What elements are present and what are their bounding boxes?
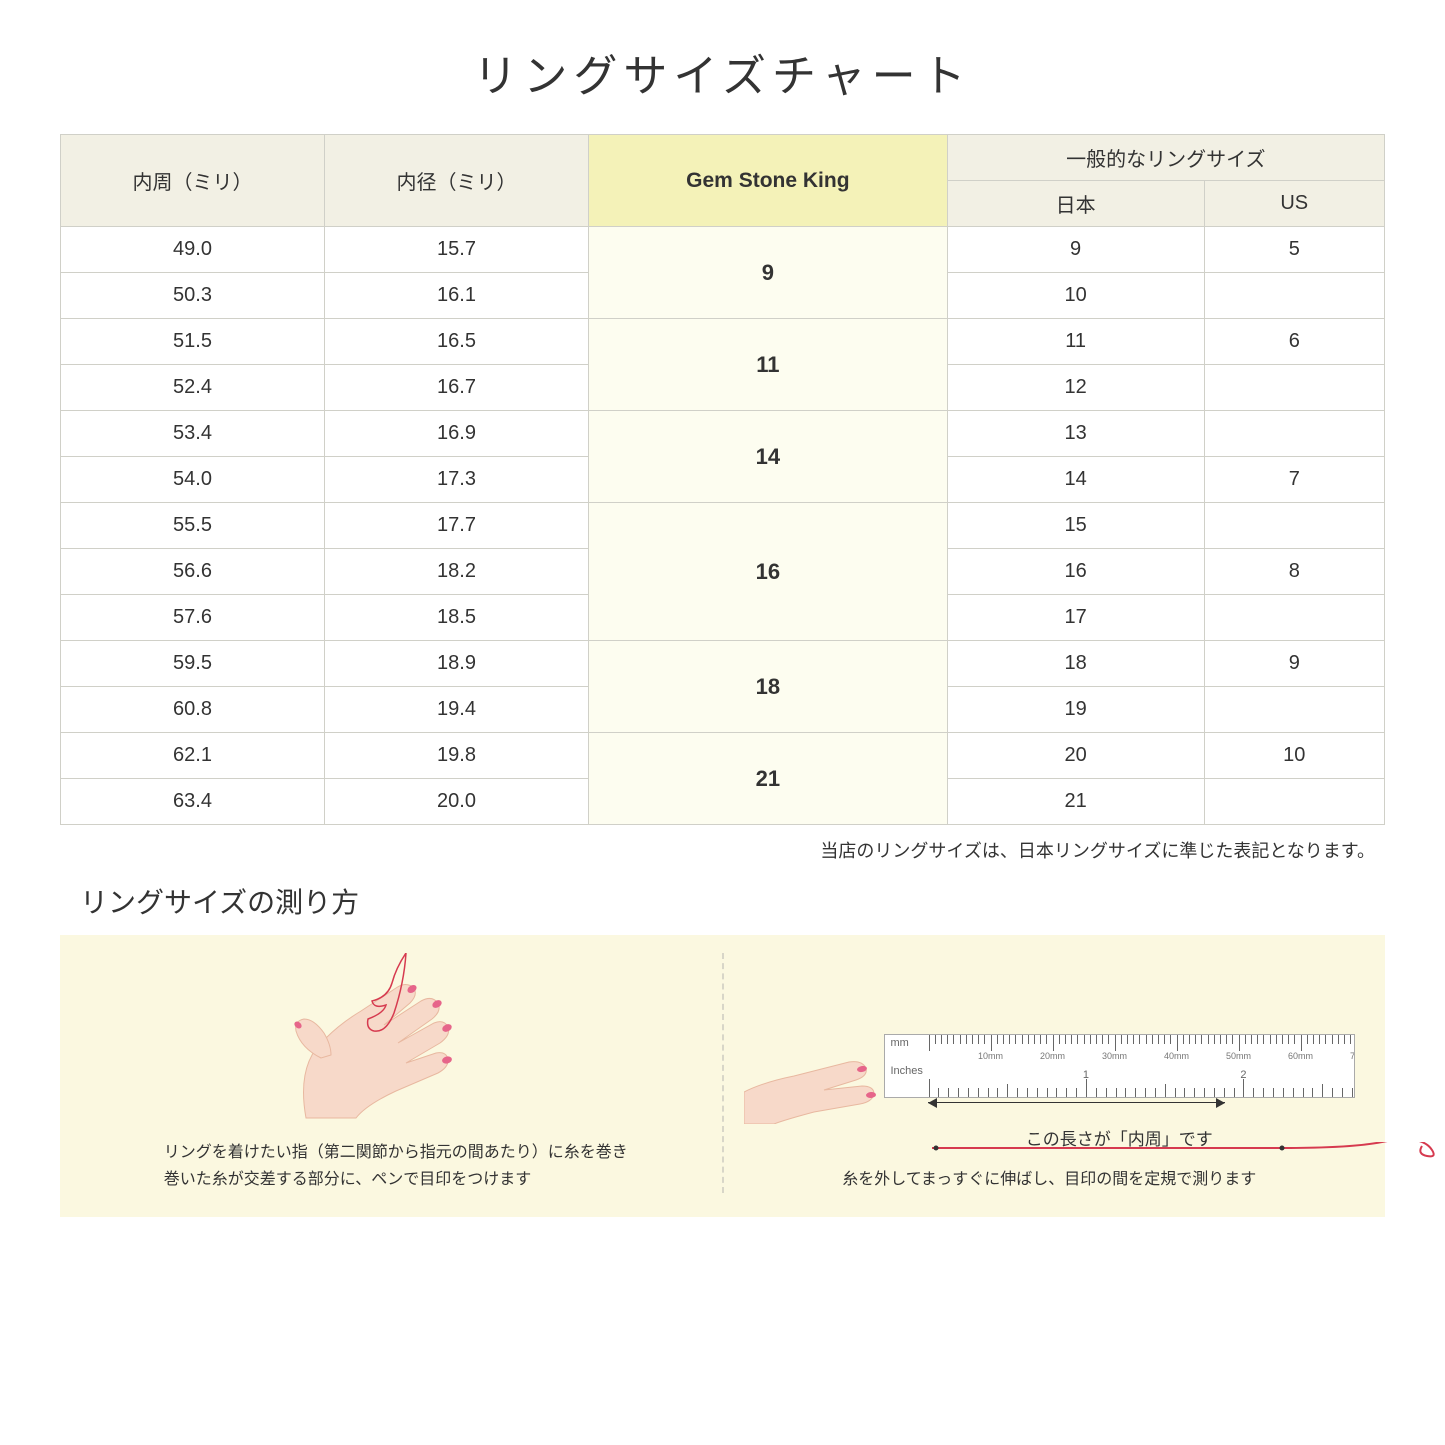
cell-circ: 60.8 <box>61 687 325 733</box>
cell-us <box>1204 411 1384 457</box>
ring-size-table: 内周（ミリ） 内径（ミリ） Gem Stone King 一般的なリングサイズ … <box>60 134 1385 825</box>
cell-jp: 13 <box>947 411 1204 457</box>
howto-right: mm Inches 10mm20mm30mm40mm50mm60mm70mm 1… <box>744 1034 1356 1193</box>
cell-circ: 55.5 <box>61 503 325 549</box>
instr-left: リングを着けたい指（第二関節から指元の間あたり）に糸を巻き 巻いた糸が交差する部… <box>164 1139 628 1193</box>
table-row: 49.015.7995 <box>61 227 1385 273</box>
cell-jp: 9 <box>947 227 1204 273</box>
table-row: 62.119.8212010 <box>61 733 1385 779</box>
cell-us: 10 <box>1204 733 1384 779</box>
th-diameter: 内径（ミリ） <box>325 135 589 227</box>
cell-dia: 16.5 <box>325 319 589 365</box>
hand-wrap-illustration <box>266 953 526 1123</box>
cell-jp: 18 <box>947 641 1204 687</box>
cell-jp: 19 <box>947 687 1204 733</box>
cell-dia: 17.3 <box>325 457 589 503</box>
cell-us: 5 <box>1204 227 1384 273</box>
thread-line <box>932 1142 1445 1158</box>
cell-dia: 18.9 <box>325 641 589 687</box>
cell-circ: 63.4 <box>61 779 325 825</box>
cell-jp: 16 <box>947 549 1204 595</box>
cell-dia: 16.7 <box>325 365 589 411</box>
cell-dia: 20.0 <box>325 779 589 825</box>
th-general: 一般的なリングサイズ <box>947 135 1384 181</box>
cell-circ: 52.4 <box>61 365 325 411</box>
cell-us <box>1204 687 1384 733</box>
howto-left: リングを着けたい指（第二関節から指元の間あたり）に糸を巻き 巻いた糸が交差する部… <box>90 953 702 1193</box>
cell-dia: 16.1 <box>325 273 589 319</box>
hand-measure-illustration <box>744 1034 894 1124</box>
cell-us <box>1204 595 1384 641</box>
howto-panel: リングを着けたい指（第二関節から指元の間あたり）に糸を巻き 巻いた糸が交差する部… <box>60 935 1385 1217</box>
cell-circ: 57.6 <box>61 595 325 641</box>
instr-right: 糸を外してまっすぐに伸ばし、目印の間を定規で測ります <box>842 1166 1256 1193</box>
table-row: 55.517.71615 <box>61 503 1385 549</box>
th-circumference: 内周（ミリ） <box>61 135 325 227</box>
th-us: US <box>1204 181 1384 227</box>
cell-jp: 14 <box>947 457 1204 503</box>
cell-us: 6 <box>1204 319 1384 365</box>
cell-circ: 59.5 <box>61 641 325 687</box>
cell-dia: 18.2 <box>325 549 589 595</box>
cell-gsk: 21 <box>589 733 948 825</box>
cell-circ: 54.0 <box>61 457 325 503</box>
th-gemstone: Gem Stone King <box>589 135 948 227</box>
cell-us <box>1204 365 1384 411</box>
howto-divider <box>722 953 724 1193</box>
th-japan: 日本 <box>947 181 1204 227</box>
ruler-illustration: mm Inches 10mm20mm30mm40mm50mm60mm70mm 1… <box>884 1034 1356 1098</box>
cell-circ: 49.0 <box>61 227 325 273</box>
table-row: 51.516.511116 <box>61 319 1385 365</box>
cell-jp: 15 <box>947 503 1204 549</box>
table-row: 59.518.918189 <box>61 641 1385 687</box>
cell-dia: 16.9 <box>325 411 589 457</box>
cell-us: 9 <box>1204 641 1384 687</box>
cell-us <box>1204 273 1384 319</box>
cell-circ: 50.3 <box>61 273 325 319</box>
cell-dia: 19.4 <box>325 687 589 733</box>
table-row: 53.416.91413 <box>61 411 1385 457</box>
cell-circ: 51.5 <box>61 319 325 365</box>
cell-us: 8 <box>1204 549 1384 595</box>
cell-dia: 19.8 <box>325 733 589 779</box>
cell-gsk: 14 <box>589 411 948 503</box>
cell-circ: 53.4 <box>61 411 325 457</box>
cell-circ: 56.6 <box>61 549 325 595</box>
cell-us <box>1204 779 1384 825</box>
cell-gsk: 18 <box>589 641 948 733</box>
cell-us <box>1204 503 1384 549</box>
cell-gsk: 11 <box>589 319 948 411</box>
cell-jp: 21 <box>947 779 1204 825</box>
cell-jp: 20 <box>947 733 1204 779</box>
cell-jp: 12 <box>947 365 1204 411</box>
cell-gsk: 16 <box>589 503 948 641</box>
cell-jp: 17 <box>947 595 1204 641</box>
cell-dia: 15.7 <box>325 227 589 273</box>
cell-jp: 11 <box>947 319 1204 365</box>
page-title: リングサイズチャート <box>60 40 1385 104</box>
cell-dia: 17.7 <box>325 503 589 549</box>
cell-gsk: 9 <box>589 227 948 319</box>
cell-dia: 18.5 <box>325 595 589 641</box>
cell-circ: 62.1 <box>61 733 325 779</box>
size-note: 当店のリングサイズは、日本リングサイズに準じた表記となります。 <box>60 837 1385 863</box>
cell-jp: 10 <box>947 273 1204 319</box>
howto-title: リングサイズの測り方 <box>60 881 1385 921</box>
cell-us: 7 <box>1204 457 1384 503</box>
